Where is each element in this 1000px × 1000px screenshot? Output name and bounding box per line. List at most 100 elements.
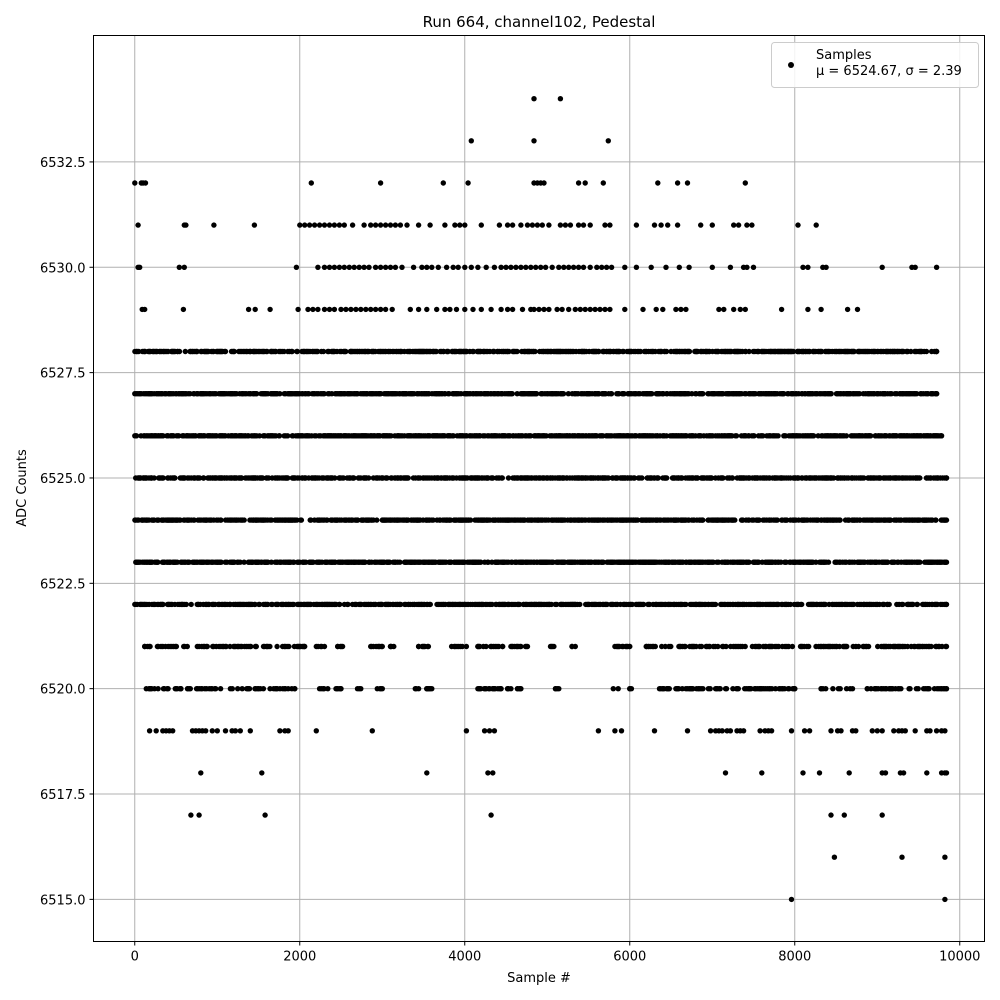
data-point [311,222,318,228]
data-point [142,306,148,313]
data-point [227,686,234,692]
data-point [415,306,422,313]
data-point [419,264,425,270]
data-point [450,264,456,270]
data-point [358,306,364,313]
data-point [442,306,448,313]
data-point [468,264,474,270]
data-point [176,348,183,355]
data-point [844,306,851,313]
data-point [843,433,850,439]
data-point [533,264,539,270]
data-point [203,728,209,734]
data-point [448,643,455,650]
data-point [727,264,734,270]
data-point [274,643,280,650]
data-point [554,306,560,313]
data-point [434,306,440,313]
data-point [570,264,577,270]
data-point [239,686,245,692]
data-point [351,264,357,270]
data-point [577,601,583,608]
chart-title: Run 664, channel102, Pedestal [423,13,656,31]
data-point [686,264,692,270]
data-point [684,686,691,692]
data-point [153,728,159,734]
data-point [338,686,344,692]
data-point [543,433,549,439]
data-point [415,643,422,650]
data-point [293,264,300,270]
data-point [339,643,346,650]
data-point [731,222,737,228]
data-point [498,686,504,692]
data-point [735,222,742,228]
data-point [256,433,263,439]
data-point [286,643,292,650]
data-point [674,222,681,228]
data-point [379,686,385,692]
data-point [251,222,258,228]
data-point [462,264,468,270]
data-point [486,728,493,734]
data-point [374,686,380,692]
data-point [335,643,341,650]
data-point [700,517,706,523]
data-point [729,475,736,481]
data-point [326,222,333,228]
data-point [429,686,435,692]
data-point [405,475,411,481]
data-point [943,559,950,565]
data-point [658,222,664,228]
data-point [440,180,446,186]
data-point [399,264,405,270]
data-point [914,391,920,397]
data-point [452,222,458,228]
data-point [605,138,611,144]
data-point [557,222,564,228]
data-point [567,222,574,228]
data-point [518,264,524,270]
data-point [908,348,914,355]
data-point [608,391,615,397]
data-point [410,264,417,270]
data-point [664,475,670,481]
data-point [136,348,142,355]
data-point [823,264,829,270]
data-point [382,306,389,313]
data-point [732,517,738,523]
data-point [684,728,691,734]
data-point [926,686,932,692]
data-point [356,264,362,270]
data-point [587,264,593,270]
data-point [498,306,504,313]
data-point [361,222,367,228]
data-point [326,264,333,270]
data-point [851,348,857,355]
data-point [775,433,781,439]
data-point [483,643,489,650]
data-point [435,264,441,270]
data-point [746,348,752,355]
data-point [425,643,432,650]
data-point [209,728,215,734]
data-point [508,643,514,650]
data-point [142,643,148,650]
data-point [686,348,693,355]
data-point [938,433,945,439]
data-point [683,306,689,313]
data-point [348,306,354,313]
data-point [612,643,618,650]
data-point [828,391,834,397]
data-point [294,348,301,355]
data-point [933,391,940,397]
data-point [639,475,645,481]
data-point [377,222,384,228]
data-point [267,643,273,650]
data-point [723,686,730,692]
data-point [468,138,474,144]
data-point [368,222,374,228]
data-point [387,264,394,270]
data-point [377,264,384,270]
data-point [509,306,516,313]
